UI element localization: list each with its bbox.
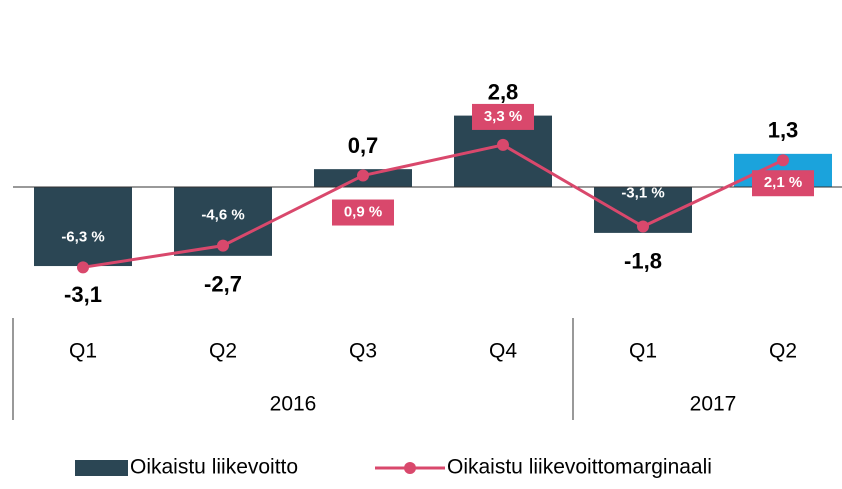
margin-label: -6,3 % (61, 228, 104, 245)
margin-point (497, 138, 509, 151)
margin-label-box (332, 199, 394, 226)
legend-marker (404, 462, 416, 474)
legend-label: Oikaistu liikevoitto (130, 456, 298, 479)
margin-label: 3,3 % (484, 108, 522, 125)
margin-point (637, 220, 649, 233)
margin-point (217, 239, 229, 252)
legend-label: Oikaistu liikevoittomarginaali (447, 456, 712, 479)
x-tick-label: Q1 (629, 340, 657, 363)
bar-value-label: -1,8 (624, 249, 662, 274)
bar-value-label: 0,7 (348, 133, 379, 158)
margin-label: 2,1 % (764, 174, 802, 191)
margin-point (77, 261, 89, 274)
margin-label-box (752, 170, 814, 197)
x-tick-label: Q1 (69, 340, 97, 363)
x-group-label: 2017 (690, 393, 737, 416)
margin-point (777, 154, 789, 167)
bar (34, 187, 132, 267)
x-tick-label: Q4 (489, 340, 517, 363)
bar-value-label: -2,7 (204, 272, 242, 297)
margin-line (82, 143, 784, 269)
bar-value-label: -3,1 (64, 282, 102, 307)
margin-label: -4,6 % (201, 207, 244, 224)
legend-swatch (75, 460, 128, 476)
margin-point (357, 169, 369, 182)
margin-label: -3,1 % (621, 184, 664, 201)
bar-value-label: 2,8 (488, 79, 519, 104)
bar-value-label: 1,3 (768, 118, 799, 143)
x-tick-label: Q2 (209, 340, 237, 363)
margin-label: 0,9 % (344, 203, 382, 220)
x-group-label: 2016 (270, 393, 317, 416)
margin-label-box (472, 103, 534, 130)
x-tick-label: Q2 (769, 340, 797, 363)
x-tick-label: Q3 (349, 340, 377, 363)
